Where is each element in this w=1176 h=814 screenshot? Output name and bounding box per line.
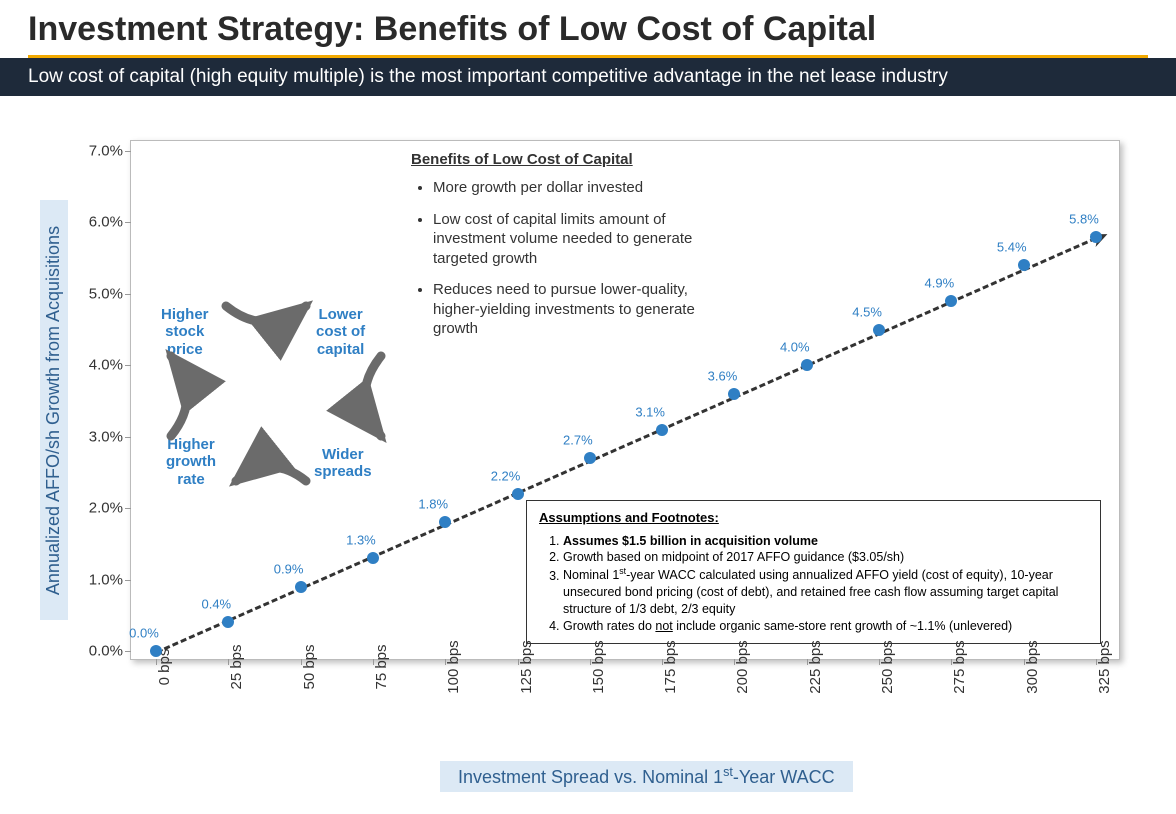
data-point-label: 4.0%: [780, 340, 810, 355]
y-tick-label: 3.0%: [89, 428, 123, 445]
data-point: [439, 516, 451, 528]
y-tick-label: 4.0%: [89, 357, 123, 374]
y-axis-label: Annualized AFFO/sh Growth from Acquisiti…: [44, 225, 65, 594]
data-point-label: 1.3%: [346, 533, 376, 548]
data-point-label: 2.2%: [491, 468, 521, 483]
benefits-box: Benefits of Low Cost of Capital More gro…: [411, 151, 721, 351]
data-point-label: 3.1%: [635, 404, 665, 419]
data-point: [656, 424, 668, 436]
y-tick-label: 5.0%: [89, 285, 123, 302]
y-tick-label: 7.0%: [89, 143, 123, 160]
data-point-label: 4.5%: [852, 304, 882, 319]
data-point: [873, 324, 885, 336]
x-tick-label: 125 bps: [518, 640, 535, 693]
benefits-item: Reduces need to pursue lower-quality, hi…: [433, 280, 721, 339]
subtitle-bar: Low cost of capital (high equity multipl…: [0, 58, 1176, 96]
x-axis-label: Investment Spread vs. Nominal 1st-Year W…: [458, 767, 835, 787]
data-point: [801, 359, 813, 371]
assumptions-heading: Assumptions and Footnotes:: [539, 509, 1088, 527]
data-point: [584, 452, 596, 464]
data-point-label: 0.9%: [274, 561, 304, 576]
data-point: [512, 488, 524, 500]
data-point-label: 0.4%: [201, 597, 231, 612]
virtuous-cycle-diagram: HigherstockpriceLowercost ofcapitalWider…: [156, 296, 416, 526]
benefits-list: More growth per dollar invested Low cost …: [411, 178, 721, 339]
y-tick-label: 6.0%: [89, 214, 123, 231]
data-point-label: 4.9%: [925, 276, 955, 291]
benefits-heading: Benefits of Low Cost of Capital: [411, 151, 721, 168]
data-point-label: 0.0%: [129, 626, 159, 641]
data-point-label: 5.8%: [1069, 211, 1099, 226]
x-tick-label: 50 bps: [301, 644, 318, 689]
assumptions-item: Nominal 1st-year WACC calculated using a…: [563, 566, 1088, 618]
y-tick-label: 0.0%: [89, 643, 123, 660]
y-tick-label: 1.0%: [89, 571, 123, 588]
x-axis-label-box: Investment Spread vs. Nominal 1st-Year W…: [440, 761, 853, 792]
assumptions-item: Growth based on midpoint of 2017 AFFO gu…: [563, 549, 1088, 566]
data-point: [1090, 231, 1102, 243]
chart-container: Annualized AFFO/sh Growth from Acquisiti…: [60, 120, 1150, 800]
assumptions-item: Assumes $1.5 billion in acquisition volu…: [563, 533, 1088, 550]
benefits-item: Low cost of capital limits amount of inv…: [433, 210, 721, 269]
x-tick-label: 225 bps: [807, 640, 824, 693]
x-tick-label: 175 bps: [662, 640, 679, 693]
data-point-label: 1.8%: [418, 497, 448, 512]
x-tick-label: 75 bps: [373, 644, 390, 689]
x-tick-label: 25 bps: [228, 644, 245, 689]
assumptions-list: Assumes $1.5 billion in acquisition volu…: [539, 533, 1088, 635]
cycle-arrow-icon: [156, 296, 416, 526]
data-point-label: 5.4%: [997, 240, 1027, 255]
data-point-label: 2.7%: [563, 433, 593, 448]
assumptions-box: Assumptions and Footnotes: Assumes $1.5 …: [526, 500, 1101, 644]
y-tick-label: 2.0%: [89, 500, 123, 517]
page-title: Investment Strategy: Benefits of Low Cos…: [0, 0, 1176, 53]
assumptions-item: Growth rates do not include organic same…: [563, 618, 1088, 635]
x-tick-label: 200 bps: [734, 640, 751, 693]
x-tick-label: 250 bps: [879, 640, 896, 693]
data-point: [945, 295, 957, 307]
data-point: [367, 552, 379, 564]
y-axis-label-box: Annualized AFFO/sh Growth from Acquisiti…: [40, 200, 68, 620]
data-point: [222, 616, 234, 628]
x-tick-label: 300 bps: [1024, 640, 1041, 693]
data-point: [728, 388, 740, 400]
x-tick-label: 100 bps: [445, 640, 462, 693]
data-point: [150, 645, 162, 657]
x-tick-label: 150 bps: [590, 640, 607, 693]
data-point-label: 3.6%: [708, 368, 738, 383]
x-tick-label: 325 bps: [1096, 640, 1113, 693]
x-tick-label: 275 bps: [951, 640, 968, 693]
plot-area: Benefits of Low Cost of Capital More gro…: [130, 140, 1120, 660]
benefits-item: More growth per dollar invested: [433, 178, 721, 198]
data-point: [1018, 259, 1030, 271]
data-point: [295, 581, 307, 593]
